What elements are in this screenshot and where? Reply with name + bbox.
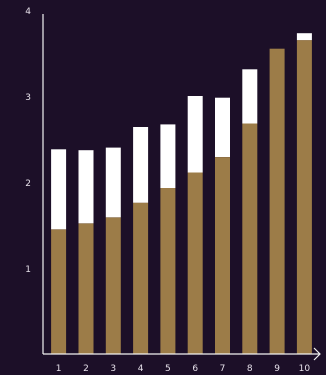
bar-segment-2-6	[187, 96, 203, 173]
x-tick-labels: 1 2 3 4 5 6 7 8 9 10	[56, 364, 311, 374]
bar-segment-2-10	[296, 33, 312, 41]
y-tick-label-1: 1	[25, 265, 31, 275]
bar-segment-2-5	[160, 124, 176, 188]
x-axis-arrow	[313, 347, 321, 361]
x-tick-label-4: 4	[138, 364, 144, 374]
x-tick-label-8: 8	[247, 364, 253, 374]
x-tick-label-3: 3	[110, 364, 116, 374]
bar-segment-1-1	[51, 229, 67, 354]
bar-segment-1-7	[215, 157, 230, 354]
y-tick-label-3: 3	[25, 93, 31, 103]
x-tick-label-1: 1	[56, 364, 62, 374]
bar-segment-2-4	[133, 127, 149, 203]
bar-segment-1-5	[160, 188, 176, 354]
bar-segment-2-1	[51, 149, 67, 230]
bar-segment-2-3	[105, 147, 121, 218]
bar-segment-2-7	[215, 97, 230, 157]
x-tick-label-7: 7	[220, 364, 226, 374]
bar-segment-1-10	[296, 40, 312, 354]
x-tick-label-9: 9	[274, 364, 280, 374]
y-tick-label-2: 2	[25, 179, 31, 189]
bar-segment-1-9	[269, 48, 285, 354]
bars-layer	[51, 33, 312, 354]
y-tick-label-4: 4	[25, 7, 31, 17]
bar-segment-2-2	[78, 150, 94, 224]
bar-segment-1-3	[105, 217, 121, 354]
x-tick-label-2: 2	[83, 364, 89, 374]
bar-segment-2-8	[242, 69, 258, 124]
x-tick-label-5: 5	[165, 364, 171, 374]
y-tick-labels: 1 2 3 4	[25, 7, 31, 275]
bar-segment-1-6	[187, 172, 203, 354]
bar-segment-1-2	[78, 223, 94, 354]
bar-segment-1-4	[133, 202, 149, 354]
bar-segment-1-8	[242, 123, 258, 354]
x-tick-label-6: 6	[192, 364, 198, 374]
x-tick-label-10: 10	[299, 364, 311, 374]
